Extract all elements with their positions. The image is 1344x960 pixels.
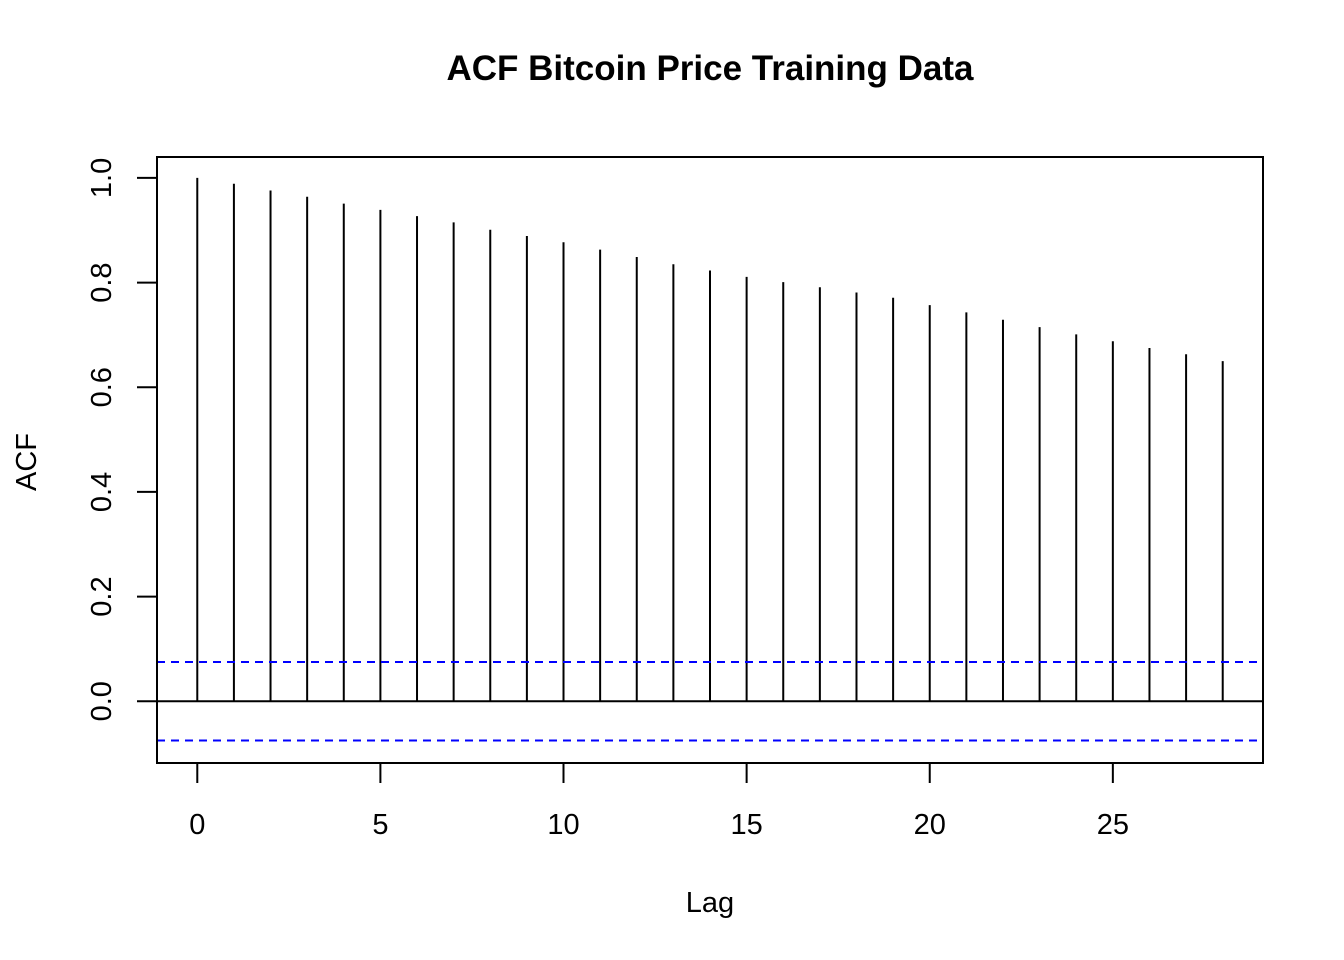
x-tick-label: 5: [372, 809, 388, 841]
x-tick-label: 10: [547, 809, 579, 841]
chart-title: ACF Bitcoin Price Training Data: [446, 49, 974, 88]
x-tick-label: 25: [1097, 809, 1129, 841]
y-tick-label: 1.0: [86, 158, 118, 198]
x-tick-label: 0: [189, 809, 205, 841]
y-tick-label: 0.8: [86, 262, 118, 302]
y-tick-label: 0.6: [86, 367, 118, 407]
x-tick-label: 15: [730, 809, 762, 841]
y-tick-label: 0.4: [86, 472, 118, 512]
x-axis-label: Lag: [686, 887, 734, 919]
y-tick-label: 0.0: [86, 681, 118, 721]
y-axis-label: ACF: [11, 433, 43, 491]
y-tick-label: 0.2: [86, 576, 118, 616]
x-tick-label: 20: [914, 809, 946, 841]
plot-area: 0 5 10 15 20 25 0.0 0.2 0.4 0.6 0.8 1.0: [86, 156, 1264, 841]
